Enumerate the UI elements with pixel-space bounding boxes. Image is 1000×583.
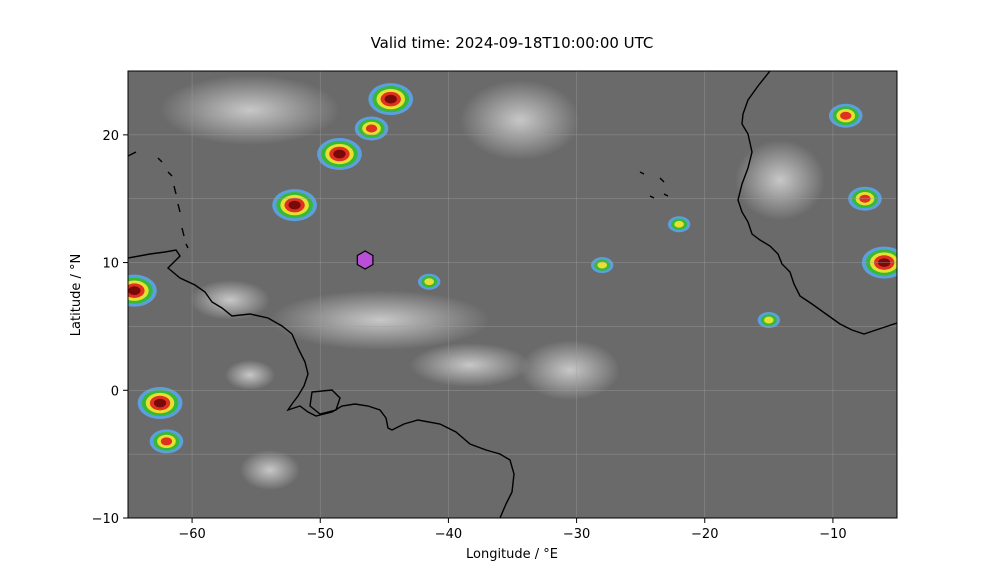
convective-cell [674,220,684,228]
x-tick-label: −60 [178,527,205,542]
convective-cell [160,437,173,446]
convective-cell [365,124,378,133]
y-axis-ticks: −10 0 10 20 [92,129,128,527]
convective-cell [384,94,397,104]
y-tick-label: −10 [92,512,119,527]
x-tick-label: −50 [307,527,334,542]
x-axis-ticks: −60 −50 −40 −30 −20 −10 [178,518,847,542]
coastline-marajo-island [309,389,341,415]
convective-cell [333,149,346,159]
coastlines [128,71,897,518]
coastline-caribbean-islands [128,151,189,249]
coastline-south-america [128,249,515,518]
x-axis-label: Longitude / °E [466,547,558,562]
location-marker-hexagon[interactable] [356,250,374,270]
low-cloud-layer [160,75,825,490]
x-tick-label: −10 [819,527,846,542]
x-tick-label: −20 [691,527,718,542]
convective-cell [288,200,301,210]
y-tick-label: 10 [102,257,119,272]
convective-cell [424,278,434,286]
map-area [128,71,897,518]
coastline-west-africa [737,71,897,335]
x-tick-label: −40 [435,527,462,542]
convective-cell [153,398,167,408]
x-tick-label: −30 [563,527,590,542]
convective-cell [840,111,852,120]
y-tick-label: 0 [111,384,119,399]
y-axis-label: Latitude / °N [69,254,84,336]
gridlines [128,71,897,518]
axes-frame [127,70,898,519]
map-title: Valid time: 2024-09-18T10:00:00 UTC [371,34,654,52]
convective-cell [128,286,141,296]
convective-cell [597,261,608,269]
convective-cell [764,316,774,324]
y-tick-label: 20 [102,129,119,144]
coastline-cape-verde [639,171,669,199]
